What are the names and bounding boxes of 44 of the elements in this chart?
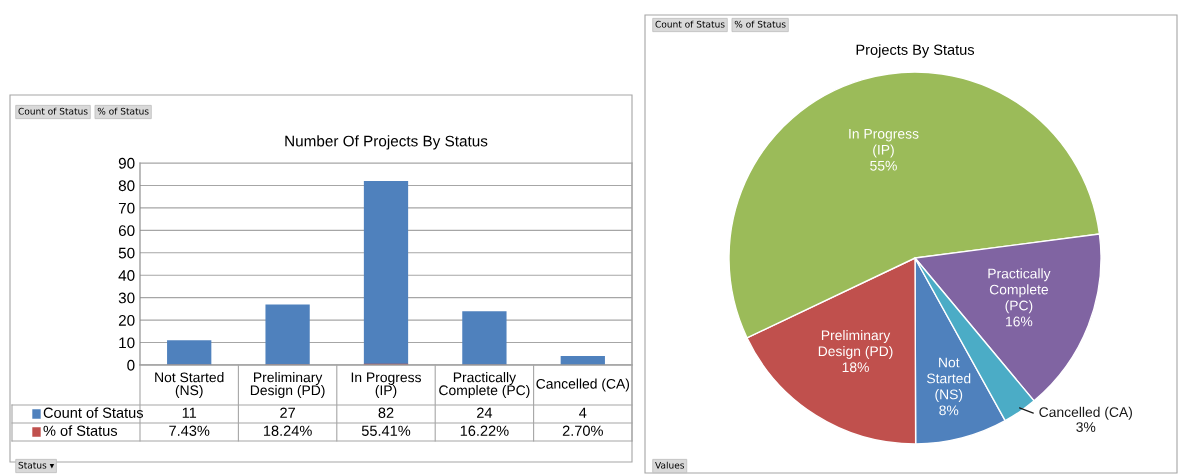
text: Values [655, 461, 685, 469]
data-label: 16.22% [460, 425, 509, 436]
y-tick-label: 20 [118, 314, 135, 326]
y-tick-label: 30 [118, 292, 135, 304]
y-tick-label: 10 [119, 337, 135, 349]
data-label: 16% [1006, 316, 1033, 327]
data-label: 8% [939, 405, 959, 416]
data-label: 24 [477, 407, 493, 418]
data-label: 82 [378, 407, 394, 418]
x-tick-label: Not Started (NS) [155, 372, 224, 398]
data-label: 27 [280, 407, 295, 418]
data-label: 2.70% [562, 425, 603, 436]
text: Status ▾ [18, 461, 55, 469]
y-tick-label: 40 [118, 270, 135, 281]
slice-label: Practically Complete (PC) [988, 268, 1051, 314]
legend-label: Count of Status [43, 407, 143, 418]
slice-label: Preliminary Design (PD) [818, 330, 893, 359]
data-label: 7.43% [169, 425, 210, 436]
x-tick-label: Preliminary Design (PD) [250, 372, 325, 398]
y-tick-label: 90 [118, 157, 135, 169]
y-tick-label: 0 [127, 359, 135, 371]
chart-title: Number Of Projects By Status [285, 135, 488, 150]
x-tick-label: In Progress (IP) [351, 372, 422, 398]
x-tick-label: Cancelled (CA) [536, 378, 630, 392]
text: % of Status [97, 107, 149, 115]
legend-label: % of Status [43, 425, 118, 436]
x-tick-label: Practically Complete (PC) [439, 372, 530, 398]
text: % of Status [734, 20, 786, 28]
data-label: 55.41% [361, 425, 411, 436]
data-label: 55% [870, 160, 897, 171]
y-tick-label: 80 [118, 180, 135, 192]
slice-label: In Progress (IP) [849, 129, 919, 158]
data-label: 4 [579, 407, 587, 418]
chart-title: Projects By Status [856, 44, 975, 58]
data-label: 11 [182, 407, 197, 418]
y-tick-label: 60 [118, 225, 135, 237]
data-label: 18.24% [263, 425, 312, 436]
slice-label: Cancelled (CA) [1039, 406, 1132, 420]
text: Count of Status [655, 20, 725, 28]
y-tick-label: 70 [118, 202, 135, 214]
data-label: 18% [842, 362, 869, 373]
text: Count of Status [18, 107, 88, 115]
data-label: 3% [1076, 422, 1096, 432]
y-tick-label: 50 [118, 247, 135, 259]
